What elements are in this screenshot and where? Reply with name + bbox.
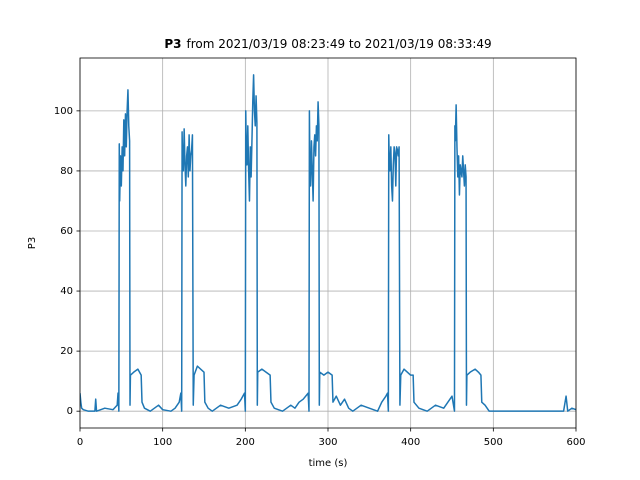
x-tick-label: 400 (401, 437, 420, 448)
x-tick-label: 200 (236, 437, 255, 448)
chart-title: P3 from 2021/03/19 08:23:49 to 2021/03/19… (164, 37, 491, 51)
y-tick-label: 0 (67, 406, 73, 417)
y-tick-label: 100 (54, 106, 73, 117)
x-tick-label: 300 (318, 437, 337, 448)
x-tick-label: 100 (153, 437, 172, 448)
x-axis-label: time (s) (309, 458, 348, 469)
y-tick-label: 40 (60, 286, 73, 297)
x-tick-label: 600 (566, 437, 585, 448)
data-line (80, 74, 576, 412)
plot-area (80, 74, 576, 412)
title-rest: from 2021/03/19 08:23:49 to 2021/03/19 0… (186, 37, 491, 51)
y-tick-label: 20 (60, 346, 73, 357)
y-tick-label: 80 (60, 166, 73, 177)
y-tick-label: 60 (60, 226, 73, 237)
x-tick-label: 0 (77, 437, 83, 448)
title-bold: P3 (164, 37, 181, 51)
y-axis-label: P3 (27, 237, 38, 249)
x-tick-label: 500 (484, 437, 503, 448)
